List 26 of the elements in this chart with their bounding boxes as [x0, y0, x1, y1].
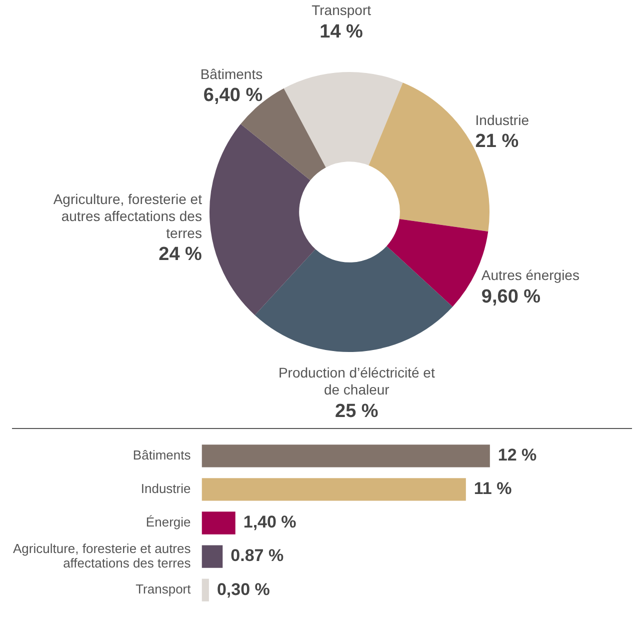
data-label: 6,40 %: [203, 85, 263, 106]
slice-label: Transport: [312, 2, 372, 18]
data-label: 24 %: [158, 244, 202, 266]
bar: [202, 444, 490, 468]
bar: [202, 545, 223, 568]
data-label: 0,30 %: [216, 580, 270, 599]
slice-label: Industrie: [475, 112, 530, 128]
data-label: 0.87 %: [230, 546, 284, 566]
data-label: 12 %: [498, 446, 537, 465]
slice-label: Production d’éléctricité et de chaleur: [278, 364, 435, 398]
y-tick-label: Transport: [136, 582, 192, 597]
y-tick-label: Agriculture, foresterie et autres affectations des terres: [12, 540, 192, 570]
bar: [202, 578, 209, 602]
slice-label: Autres énergies: [481, 267, 580, 284]
data-label: 25 %: [334, 401, 378, 422]
data-label: 21 %: [475, 131, 519, 152]
data-label: 14 %: [320, 21, 364, 42]
y-tick-label: Bâtiments: [132, 448, 192, 462]
bar: [202, 478, 466, 501]
y-tick-label: Énergie: [146, 514, 191, 530]
y-tick-label: Industrie: [140, 481, 191, 496]
data-label: 9,60 %: [481, 286, 541, 308]
data-label: 1,40 %: [243, 512, 296, 532]
data-label: 11 %: [474, 479, 512, 498]
bar: [202, 512, 236, 534]
slice-label: Bâtiments: [200, 66, 263, 82]
